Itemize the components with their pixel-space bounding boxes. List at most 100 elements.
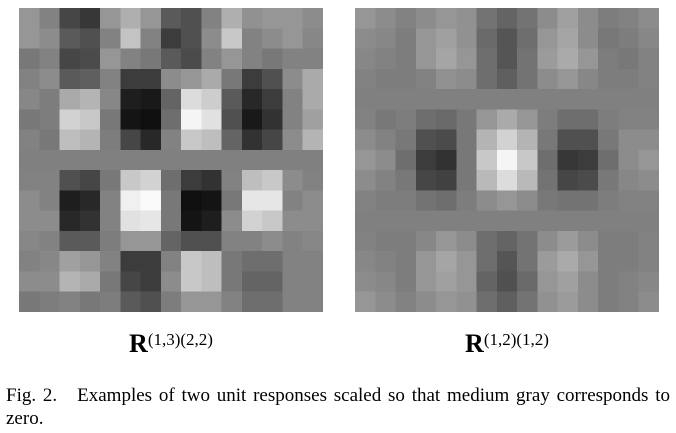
heatmap-cell [517, 149, 538, 171]
heatmap-cell [415, 149, 437, 171]
heatmap-cell [100, 170, 121, 191]
heatmap-cell [476, 28, 498, 50]
heatmap-cell [140, 89, 162, 110]
heatmap-cell [415, 129, 437, 151]
heatmap-cell [537, 170, 559, 191]
heatmap-cell [241, 230, 263, 252]
heatmap-cell [19, 28, 40, 50]
heatmap-cell [456, 251, 478, 273]
heatmap-cell [181, 230, 202, 252]
heatmap-cell [517, 251, 538, 273]
heatmap-cell [456, 28, 478, 50]
heatmap-cell [436, 68, 457, 90]
heatmap-cell [415, 190, 437, 212]
heatmap-cell [476, 8, 498, 29]
heatmap-cell [160, 68, 182, 90]
heatmap-cell [618, 89, 640, 110]
heatmap-cell [537, 271, 559, 293]
heatmap-cell [262, 251, 284, 273]
heatmap-cell [302, 8, 323, 29]
heatmap-cell [375, 251, 397, 273]
heatmap-cell [557, 271, 579, 293]
heatmap-cell [517, 28, 538, 50]
heatmap-cell [120, 89, 142, 110]
heatmap-cell [638, 48, 659, 70]
panel-label-right: R(1,2)(1,2) [355, 329, 659, 359]
heatmap-cell [100, 291, 121, 312]
heatmap-cell [19, 170, 40, 191]
heatmap-cell [282, 28, 304, 50]
heatmap-cell [181, 271, 202, 293]
heatmap-cell [302, 149, 323, 171]
heatmap-cell [201, 149, 223, 171]
heatmap-cell [262, 48, 284, 70]
heatmap-cell [415, 230, 437, 252]
heatmap-cell [496, 170, 518, 191]
heatmap-cell [302, 89, 323, 110]
heatmap-cell [537, 68, 559, 90]
heatmap-cell [262, 230, 284, 252]
heatmap-cell [59, 210, 81, 232]
heatmap-cell [375, 8, 397, 29]
figure-panel-right [355, 8, 659, 312]
heatmap-cell [302, 170, 323, 191]
heatmap-cell [456, 170, 478, 191]
panel-label-left: R(1,3)(2,2) [19, 329, 323, 359]
label-symbol: R [465, 329, 484, 358]
heatmap-cell [577, 68, 599, 90]
heatmap-cell [496, 271, 518, 293]
heatmap-cell [577, 251, 599, 273]
heatmap-cell [59, 230, 81, 252]
heatmap-cell [517, 89, 538, 110]
heatmap-cell [355, 291, 376, 312]
heatmap-cell [577, 210, 599, 232]
heatmap-cell [618, 109, 640, 131]
heatmap-cell [221, 190, 243, 212]
heatmap-cell [302, 129, 323, 151]
heatmap-cell [456, 210, 478, 232]
heatmap-cell [557, 28, 579, 50]
heatmap-cell [160, 48, 182, 70]
heatmap-cell [415, 48, 437, 70]
heatmap-cell [436, 109, 457, 131]
heatmap-cell [181, 8, 202, 29]
heatmap-cell [302, 28, 323, 50]
heatmap-cell [598, 190, 620, 212]
heatmap-cell [638, 28, 659, 50]
heatmap-cell [355, 230, 376, 252]
heatmap-cell [221, 230, 243, 252]
heatmap-cell [638, 291, 659, 312]
heatmap-cell [160, 190, 182, 212]
heatmap-cell [79, 48, 101, 70]
heatmap-cell [302, 230, 323, 252]
heatmap-cell [120, 291, 142, 312]
heatmap-cell [201, 251, 223, 273]
heatmap-cell [282, 48, 304, 70]
heatmap-cell [517, 8, 538, 29]
heatmap-cell [395, 170, 417, 191]
heatmap-cell [19, 89, 40, 110]
heatmap-cell [39, 251, 61, 273]
heatmap-cell [100, 48, 121, 70]
heatmap-cell [140, 8, 162, 29]
heatmap-cell [19, 291, 40, 312]
heatmap-cell [375, 89, 397, 110]
heatmap-cell [221, 170, 243, 191]
heatmap-cell [140, 291, 162, 312]
heatmap-cell [100, 271, 121, 293]
heatmap-cell [456, 129, 478, 151]
heatmap-cell [517, 48, 538, 70]
heatmap-cell [120, 230, 142, 252]
heatmap-cell [355, 48, 376, 70]
heatmap-cell [557, 68, 579, 90]
heatmap-cell [436, 170, 457, 191]
heatmap-cell [282, 170, 304, 191]
heatmap-cell [577, 8, 599, 29]
heatmap-cell [201, 129, 223, 151]
heatmap-cell [395, 68, 417, 90]
heatmap-cell [577, 149, 599, 171]
heatmap-cell [79, 230, 101, 252]
heatmap-cell [557, 8, 579, 29]
heatmap-cell [375, 129, 397, 151]
heatmap-cell [577, 129, 599, 151]
